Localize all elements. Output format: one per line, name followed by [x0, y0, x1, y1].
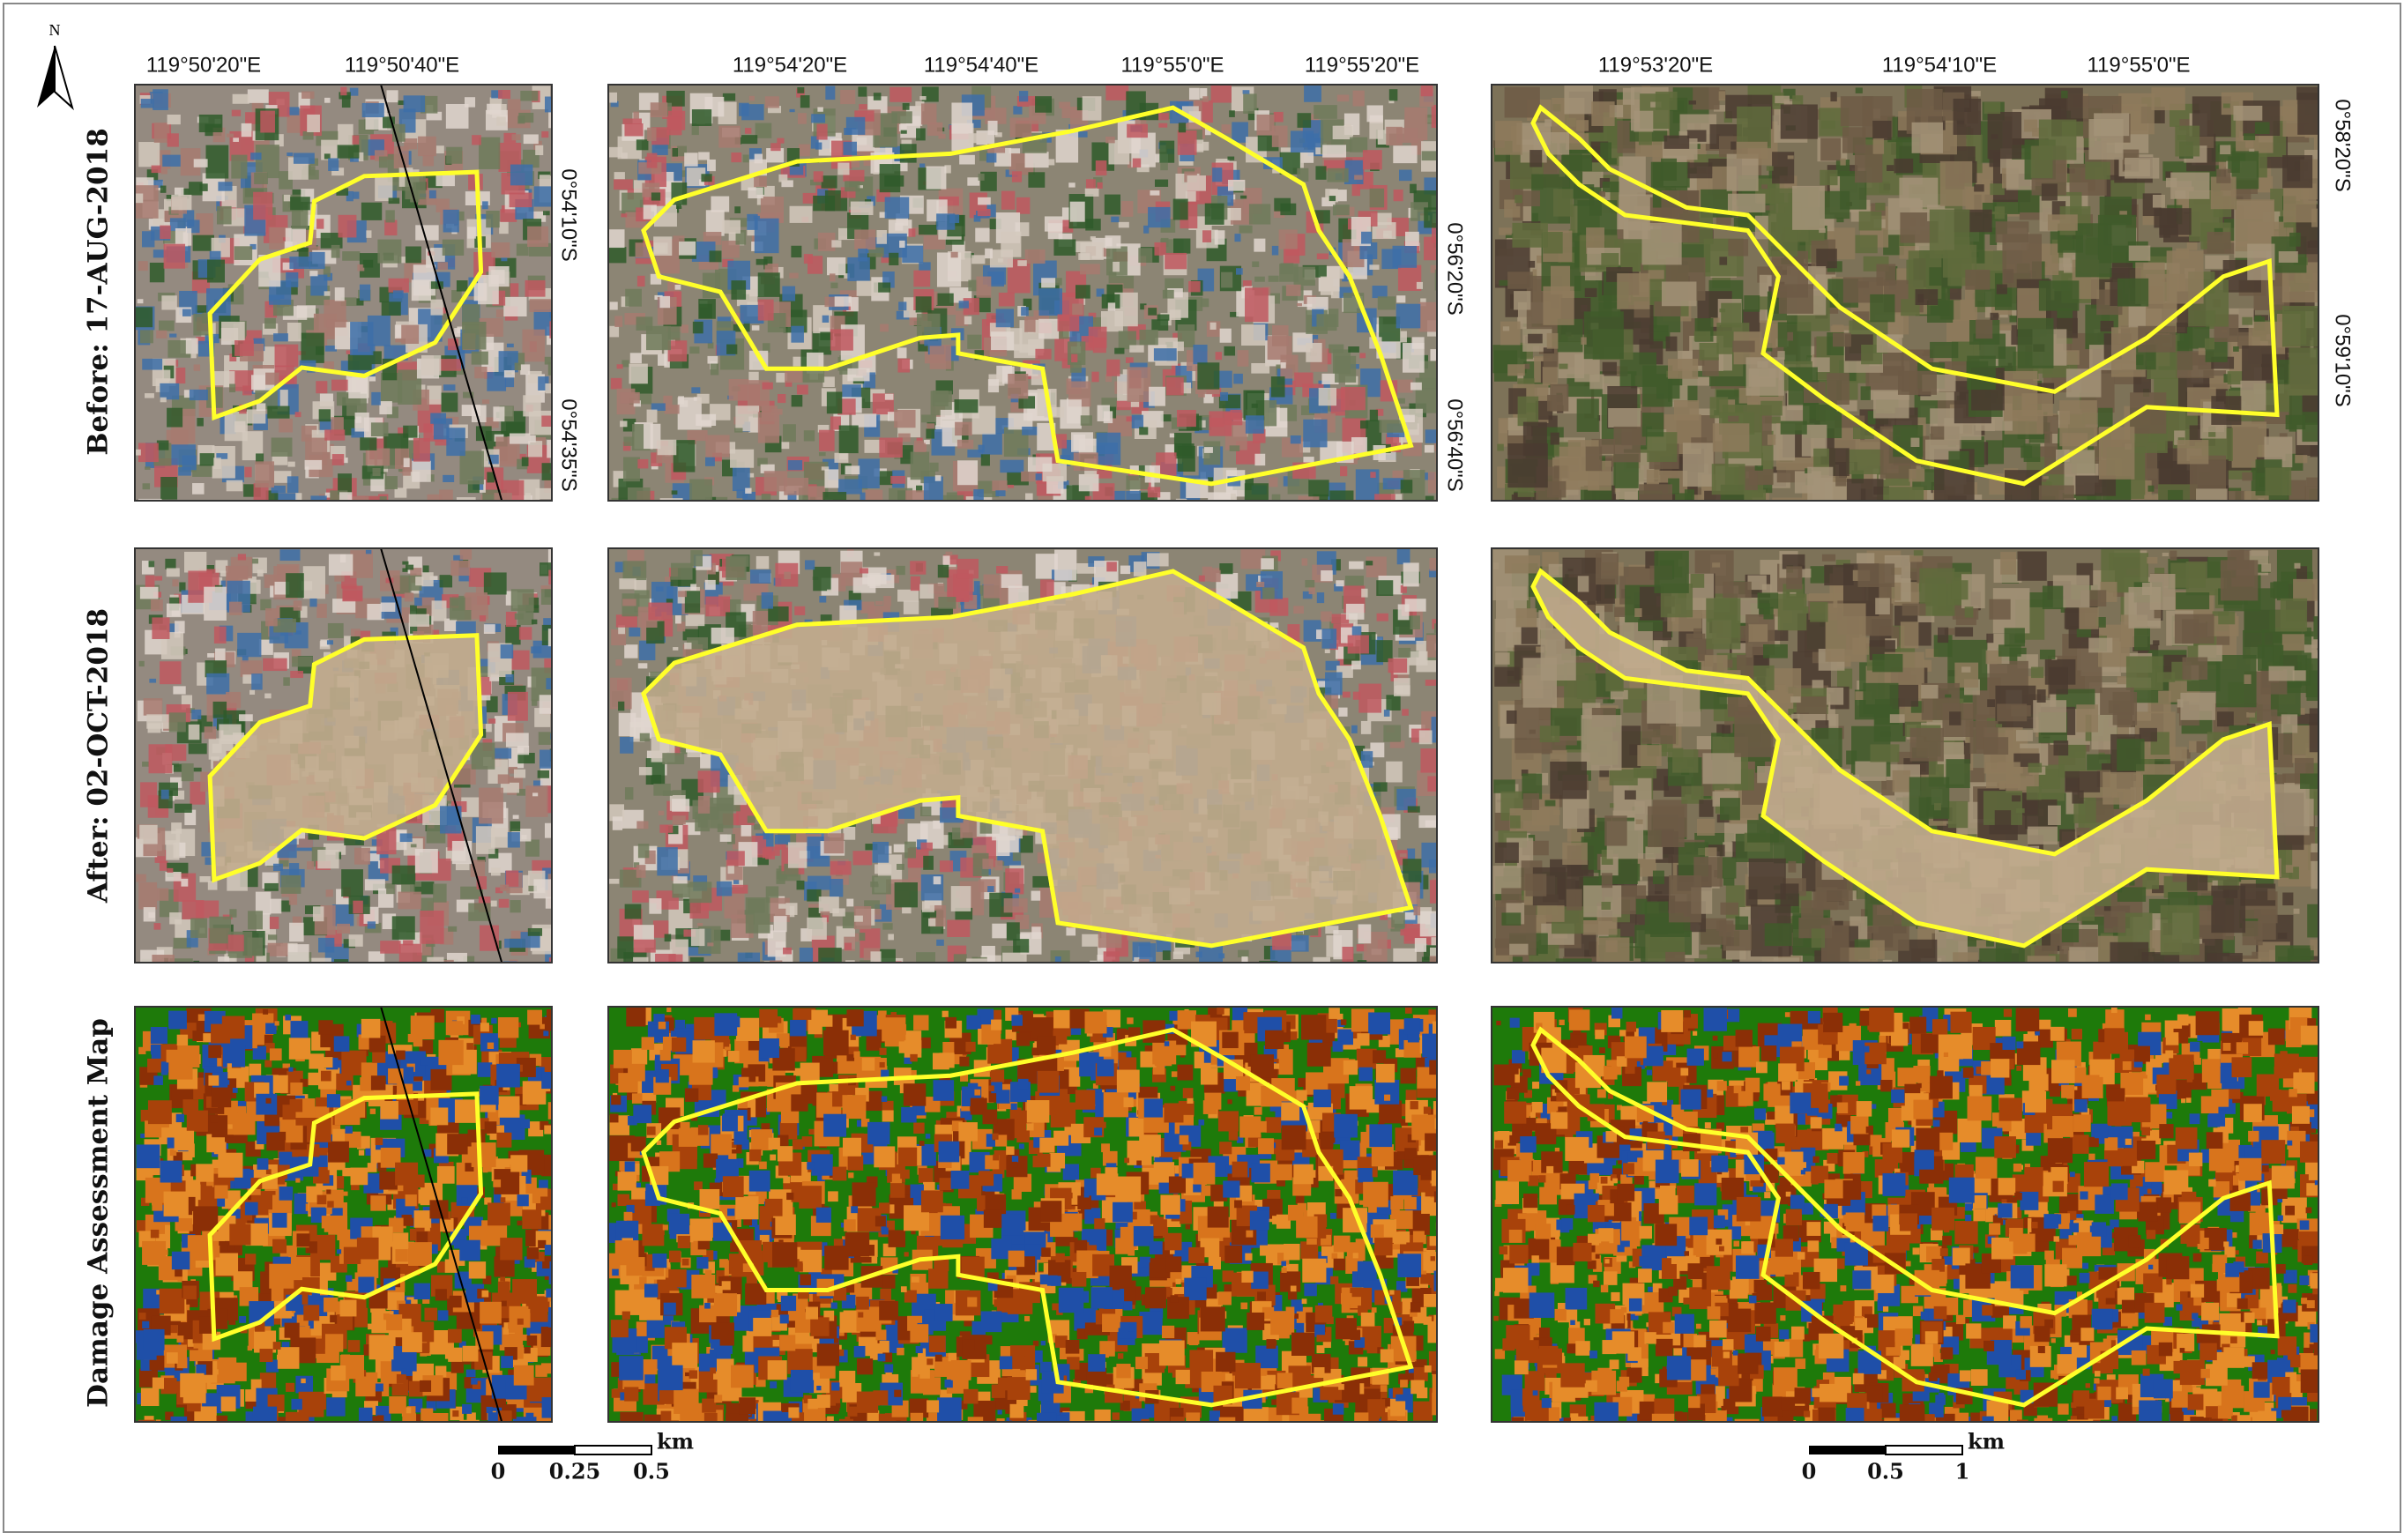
map-panel: [1492, 85, 2348, 547]
latitude-label: 0°59'10"S: [2331, 314, 2355, 406]
scale-bar-label: 0.25: [549, 1459, 600, 1484]
map-panel: [608, 85, 1456, 535]
longitude-label: 119°54'10"E: [1882, 53, 1997, 77]
longitude-label: 119°53'20"E: [1598, 53, 1713, 77]
longitude-label: 119°50'20"E: [146, 53, 261, 77]
latitude-label: 0°54'10"S: [557, 168, 581, 261]
scale-bar-segment: [1886, 1446, 1962, 1454]
scale-bar-segment: [498, 1446, 575, 1454]
map-panel: [1492, 548, 2356, 1007]
scale-bar-label: 0.5: [633, 1459, 670, 1484]
scale-bar-unit: km: [657, 1429, 694, 1454]
latitude-label: 0°54'35"S: [557, 398, 581, 491]
longitude-label: 119°54'20"E: [733, 53, 847, 77]
row-label: After: 02-OCT-2018: [83, 608, 115, 904]
longitude-label: 119°54'40"E: [924, 53, 1038, 77]
longitude-label: 119°55'20"E: [1305, 53, 1419, 77]
map-panel: [1492, 1007, 2343, 1445]
scale-bar-label: 0: [1802, 1459, 1817, 1484]
scale-bar-label: 0: [491, 1459, 506, 1484]
scale-bar-label: 0.5: [1867, 1459, 1904, 1484]
scale-bar-segment: [1809, 1446, 1886, 1454]
latitude-label: 0°58'20"S: [2331, 99, 2355, 191]
map-panel: [608, 548, 1455, 991]
row-label: Damage Assessment Map: [83, 1018, 115, 1408]
scale-bar-unit: km: [1968, 1429, 2005, 1454]
map-panel: [608, 1007, 1461, 1446]
longitude-label: 119°55'0"E: [1120, 53, 1224, 77]
scale-bar-segment: [575, 1446, 651, 1454]
longitude-label: 119°55'0"E: [2087, 53, 2190, 77]
map-panel: [135, 1007, 576, 1444]
map-panel: [135, 548, 575, 993]
latitude-label: 0°56'20"S: [1443, 222, 1467, 315]
north-label: N: [49, 21, 61, 39]
latitude-label: 0°56'40"S: [1443, 398, 1467, 491]
scale-bar-label: 1: [1955, 1459, 1970, 1484]
longitude-label: 119°50'40"E: [345, 53, 459, 77]
map-panel: [135, 85, 572, 531]
row-label: Before: 17-AUG-2018: [83, 128, 115, 456]
